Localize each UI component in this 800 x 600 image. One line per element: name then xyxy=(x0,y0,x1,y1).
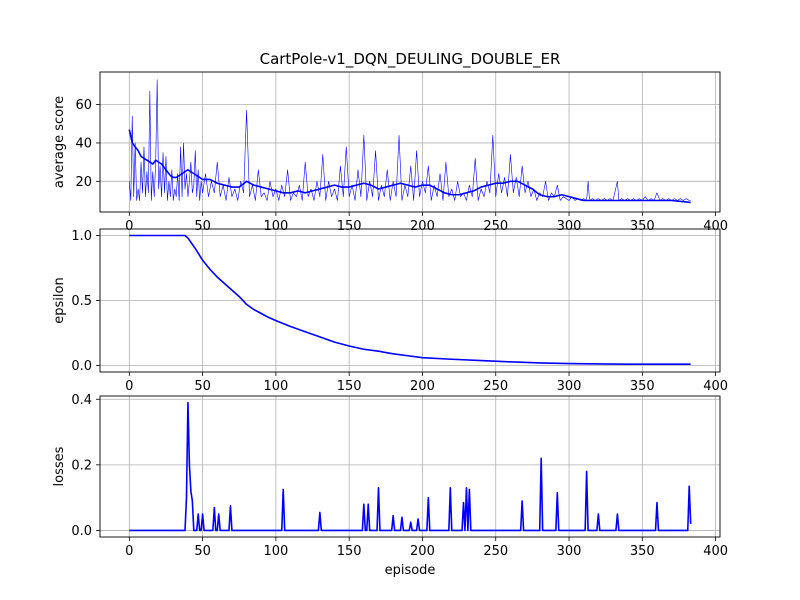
score-x-tick-label: 50 xyxy=(194,219,211,234)
epsilon-axes-frame xyxy=(99,228,721,373)
epsilon-x-tick-label: 50 xyxy=(194,379,211,394)
epsilon-x-tick-label: 150 xyxy=(337,379,362,394)
epsilon-y-tick-label: 1.0 xyxy=(71,229,92,244)
losses-x-tick-label: 200 xyxy=(410,544,435,559)
score-x-tick-label: 250 xyxy=(483,219,508,234)
score-x-tick-label: 350 xyxy=(630,219,655,234)
epsilon-y-axis-label: epsilon xyxy=(52,277,67,323)
losses-subplot: 0 50 100 150 200 250 300 350 400 0.0 0.2 0.4 losses xyxy=(52,393,728,559)
x-axis-label: episode xyxy=(385,563,436,578)
losses-x-tick-label: 150 xyxy=(337,544,362,559)
losses-x-tick-label: 250 xyxy=(483,544,508,559)
score-x-tick-label: 150 xyxy=(337,219,362,234)
score-y-tick-label: 60 xyxy=(75,98,92,113)
score-x-tick-label: 100 xyxy=(263,219,288,234)
epsilon-y-tick-label: 0.0 xyxy=(71,359,92,374)
losses-y-tick-label: 0.2 xyxy=(71,458,92,473)
epsilon-x-tick-label: 350 xyxy=(630,379,655,394)
epsilon-x-tick-label: 0 xyxy=(125,379,133,394)
losses-x-tick-label: 0 xyxy=(125,544,133,559)
losses-x-tick-label: 100 xyxy=(263,544,288,559)
losses-y-tick-label: 0.4 xyxy=(71,393,92,408)
score-x-tick-label: 0 xyxy=(125,219,133,234)
losses-x-tick-label: 350 xyxy=(630,544,655,559)
epsilon-x-tick-label: 100 xyxy=(263,379,288,394)
chart-title: CartPole-v1_DQN_DEULING_DOUBLE_ER xyxy=(260,50,561,69)
losses-axes-frame xyxy=(99,395,721,538)
epsilon-x-tick-label: 200 xyxy=(410,379,435,394)
epsilon-series-line-main xyxy=(129,234,691,366)
losses-x-tick-label: 400 xyxy=(703,544,728,559)
score-y-axis-label: average score xyxy=(52,96,67,188)
losses-y-tick-label: 0.0 xyxy=(71,524,92,539)
score-series-line-raw xyxy=(129,79,691,201)
score-x-tick-label: 400 xyxy=(703,219,728,234)
epsilon-y-tick-label: 0.5 xyxy=(71,294,92,309)
epsilon-subplot: 0 50 100 150 200 250 300 350 400 0.0 0.5 1.0 epsilon xyxy=(52,228,728,394)
losses-x-tick-label: 50 xyxy=(194,544,211,559)
score-y-tick-label: 40 xyxy=(75,136,92,151)
score-x-tick-label: 200 xyxy=(410,219,435,234)
losses-series-line-main xyxy=(129,401,692,532)
losses-x-tick-label: 300 xyxy=(557,544,582,559)
score-y-tick-label: 20 xyxy=(75,175,92,190)
score-axes-frame xyxy=(99,71,721,213)
losses-y-axis-label: losses xyxy=(52,446,67,486)
subplots: 0 50 100 150 200 250 300 350 400 20 40 60 average sc… xyxy=(52,71,728,559)
epsilon-x-tick-label: 300 xyxy=(557,379,582,394)
epsilon-x-tick-label: 400 xyxy=(703,379,728,394)
score-series-line-main xyxy=(128,129,691,204)
score-subplot: 0 50 100 150 200 250 300 350 400 20 40 60 average sc… xyxy=(52,71,728,234)
score-x-tick-label: 300 xyxy=(557,219,582,234)
epsilon-x-tick-label: 250 xyxy=(483,379,508,394)
